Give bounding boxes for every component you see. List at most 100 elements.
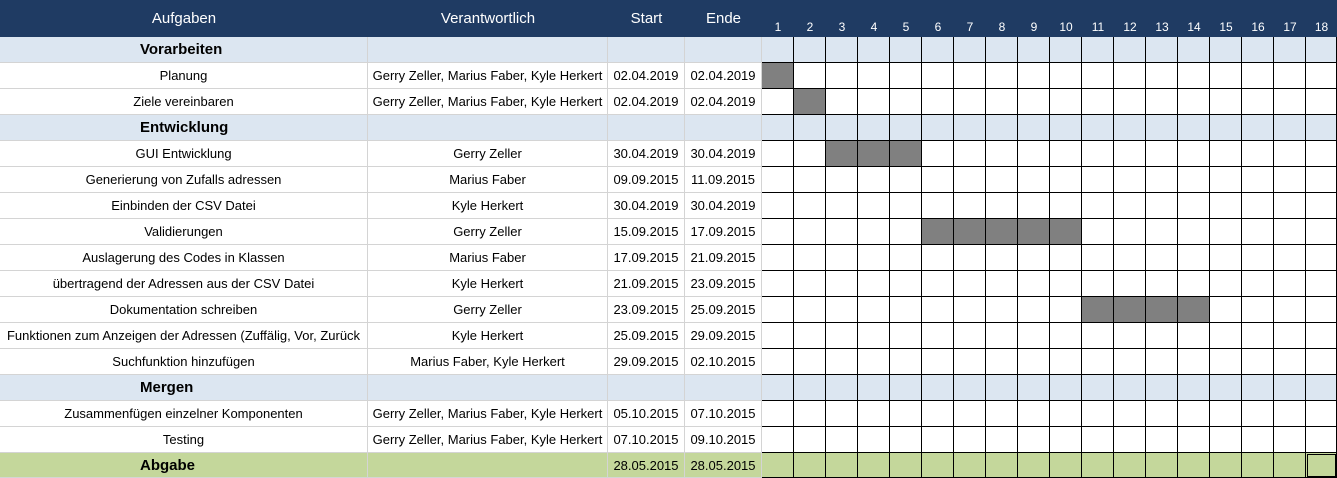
gantt-cell[interactable] xyxy=(1114,193,1146,219)
gantt-cell[interactable] xyxy=(954,349,986,375)
gantt-cell[interactable] xyxy=(794,37,826,63)
gantt-cell[interactable] xyxy=(1242,245,1274,271)
gantt-cell[interactable] xyxy=(922,323,954,349)
task-name-cell[interactable]: Generierung von Zufalls adressen xyxy=(0,167,368,193)
gantt-cell[interactable] xyxy=(1242,401,1274,427)
end-cell[interactable]: 29.09.2015 xyxy=(685,323,762,349)
start-cell[interactable]: 05.10.2015 xyxy=(608,401,685,427)
gantt-cell[interactable] xyxy=(954,141,986,167)
gantt-cell[interactable] xyxy=(794,401,826,427)
start-cell[interactable]: 15.09.2015 xyxy=(608,219,685,245)
gantt-cell[interactable] xyxy=(794,141,826,167)
gantt-cell[interactable] xyxy=(1306,219,1337,245)
gantt-cell[interactable] xyxy=(858,427,890,453)
gantt-cell[interactable] xyxy=(1146,193,1178,219)
gantt-cell[interactable] xyxy=(762,323,794,349)
gantt-cell[interactable] xyxy=(762,349,794,375)
owner-cell[interactable]: Kyle Herkert xyxy=(368,271,608,297)
gantt-cell[interactable] xyxy=(1274,89,1306,115)
gantt-cell[interactable] xyxy=(762,115,794,141)
gantt-cell[interactable] xyxy=(1274,167,1306,193)
gantt-cell[interactable] xyxy=(1178,63,1210,89)
gantt-cell[interactable] xyxy=(1018,401,1050,427)
gantt-cell[interactable] xyxy=(1210,453,1242,478)
start-cell[interactable]: 30.04.2019 xyxy=(608,141,685,167)
gantt-cell[interactable] xyxy=(1114,219,1146,245)
gantt-cell[interactable] xyxy=(1114,453,1146,478)
gantt-cell[interactable] xyxy=(1082,245,1114,271)
gantt-cell[interactable] xyxy=(826,167,858,193)
gantt-cell[interactable] xyxy=(1306,349,1337,375)
gantt-cell[interactable] xyxy=(858,375,890,401)
gantt-cell[interactable] xyxy=(1242,89,1274,115)
gantt-cell[interactable] xyxy=(922,427,954,453)
section-title[interactable]: Entwicklung xyxy=(0,115,368,141)
gantt-cell[interactable] xyxy=(1210,375,1242,401)
gantt-cell[interactable] xyxy=(1274,375,1306,401)
gantt-cell[interactable] xyxy=(1146,219,1178,245)
section-title[interactable]: Abgabe xyxy=(0,453,368,478)
gantt-cell[interactable] xyxy=(1178,219,1210,245)
gantt-cell[interactable] xyxy=(890,167,922,193)
gantt-cell[interactable] xyxy=(954,245,986,271)
gantt-cell[interactable] xyxy=(1114,427,1146,453)
gantt-cell[interactable] xyxy=(1146,245,1178,271)
gantt-cell[interactable] xyxy=(1306,375,1337,401)
end-cell[interactable] xyxy=(685,37,762,63)
gantt-cell[interactable] xyxy=(1178,323,1210,349)
gantt-cell[interactable] xyxy=(794,245,826,271)
gantt-cell[interactable] xyxy=(890,63,922,89)
gantt-cell[interactable] xyxy=(954,37,986,63)
gantt-cell[interactable] xyxy=(1146,63,1178,89)
gantt-cell[interactable] xyxy=(1274,401,1306,427)
gantt-cell[interactable] xyxy=(794,63,826,89)
gantt-cell[interactable] xyxy=(890,219,922,245)
owner-cell[interactable]: Marius Faber xyxy=(368,245,608,271)
gantt-cell[interactable] xyxy=(1306,167,1337,193)
gantt-cell[interactable] xyxy=(1178,193,1210,219)
gantt-cell[interactable] xyxy=(858,323,890,349)
gantt-cell[interactable] xyxy=(1306,141,1337,167)
start-cell[interactable] xyxy=(608,115,685,141)
gantt-cell[interactable] xyxy=(1242,219,1274,245)
task-name-cell[interactable]: Validierungen xyxy=(0,219,368,245)
gantt-cell[interactable] xyxy=(826,63,858,89)
gantt-cell[interactable] xyxy=(794,453,826,478)
gantt-cell[interactable] xyxy=(1274,323,1306,349)
gantt-cell[interactable] xyxy=(1018,167,1050,193)
gantt-cell[interactable] xyxy=(1018,271,1050,297)
gantt-cell[interactable] xyxy=(1242,427,1274,453)
milestone-marker-cell[interactable] xyxy=(1306,453,1337,478)
gantt-cell[interactable] xyxy=(890,375,922,401)
gantt-cell[interactable] xyxy=(1050,297,1082,323)
gantt-cell[interactable] xyxy=(762,37,794,63)
gantt-cell[interactable] xyxy=(858,115,890,141)
gantt-cell[interactable] xyxy=(794,115,826,141)
gantt-cell[interactable] xyxy=(794,271,826,297)
gantt-cell[interactable] xyxy=(858,63,890,89)
gantt-cell[interactable] xyxy=(1050,193,1082,219)
gantt-cell[interactable] xyxy=(794,375,826,401)
gantt-cell[interactable] xyxy=(826,323,858,349)
gantt-cell[interactable] xyxy=(1082,453,1114,478)
start-cell[interactable]: 02.04.2019 xyxy=(608,89,685,115)
gantt-bar-cell[interactable] xyxy=(922,219,954,245)
end-cell[interactable]: 11.09.2015 xyxy=(685,167,762,193)
gantt-cell[interactable] xyxy=(1050,401,1082,427)
gantt-cell[interactable] xyxy=(1274,141,1306,167)
gantt-cell[interactable] xyxy=(922,37,954,63)
end-cell[interactable]: 21.09.2015 xyxy=(685,245,762,271)
gantt-cell[interactable] xyxy=(890,115,922,141)
gantt-cell[interactable] xyxy=(826,37,858,63)
gantt-cell[interactable] xyxy=(890,323,922,349)
gantt-cell[interactable] xyxy=(1050,427,1082,453)
end-cell[interactable]: 30.04.2019 xyxy=(685,193,762,219)
gantt-cell[interactable] xyxy=(1050,271,1082,297)
gantt-cell[interactable] xyxy=(890,401,922,427)
end-cell[interactable]: 02.04.2019 xyxy=(685,63,762,89)
gantt-cell[interactable] xyxy=(1178,349,1210,375)
gantt-cell[interactable] xyxy=(1306,37,1337,63)
start-cell[interactable] xyxy=(608,375,685,401)
gantt-cell[interactable] xyxy=(1082,37,1114,63)
gantt-cell[interactable] xyxy=(954,323,986,349)
